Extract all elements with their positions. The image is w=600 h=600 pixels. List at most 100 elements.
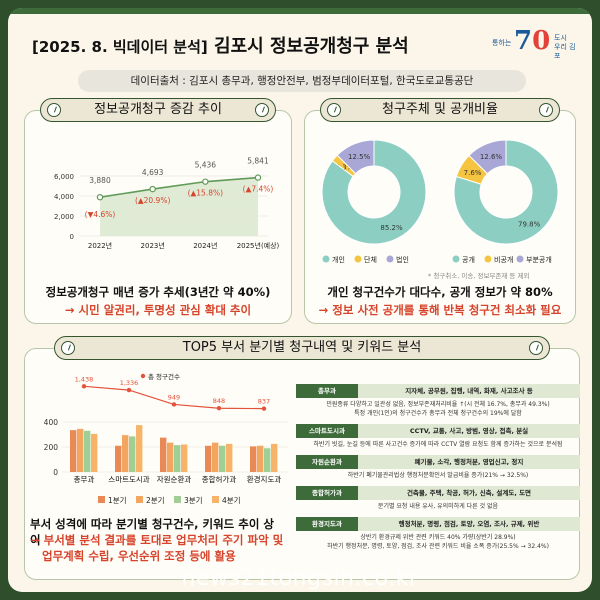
- legend-swatch: [322, 255, 330, 263]
- bar: [91, 433, 98, 472]
- description-line: 특정 개인(1인)의 청구건수가 총무과 전체 청구건수의 19%에 달함: [354, 410, 522, 417]
- title-tag: [2025. 8. 빅데이터 분석]: [32, 38, 208, 56]
- y-tick-label: 0: [70, 233, 74, 241]
- legend-swatch: [98, 496, 105, 503]
- trend-area: [100, 177, 258, 236]
- trend-line: [99, 176, 259, 198]
- quarterly-bar-chart: 0 200 400 총무과 스마트도시과 자원순환과 종합허가과 환경지도과 1,438 1,33…: [44, 372, 288, 505]
- trend-value-label: 5,436: [195, 161, 217, 170]
- trend-summary: 정보공개청구 매년 증가 추세(3년간 약 40%): [45, 285, 271, 299]
- x-tick-label: 2023년: [141, 241, 165, 250]
- bar: [129, 436, 136, 472]
- watermark: news21tongsin.co.kr: [181, 566, 419, 591]
- description-line: 분기별 요청 내용 유사, 유의미하게 다른 것 없음: [377, 503, 499, 510]
- donut-slice: [453, 139, 559, 245]
- legend-swatch: [516, 255, 524, 263]
- legend-swatch: [174, 496, 181, 503]
- dept-tag: 환경지도과: [296, 517, 358, 531]
- description-line: 하반기 행정처분, 명령, 토양, 점검, 조사 관련 키워드 비율 소폭 증가…: [327, 543, 549, 550]
- pin-icon: [255, 103, 269, 117]
- x-tick-label: 총무과: [74, 475, 95, 484]
- x-tick-label: 2024년: [193, 241, 217, 250]
- legend-label: 공개: [462, 255, 475, 264]
- legend-swatch: [386, 255, 394, 263]
- total-value-label: 949: [168, 393, 180, 401]
- trend-point: [254, 174, 262, 181]
- pin-icon: [327, 103, 341, 117]
- dept-keywords: 행정처분, 명령, 점검, 토양, 오염, 조사, 규제, 위반: [358, 517, 580, 531]
- y-tick-label: 400: [44, 418, 59, 427]
- legend-label: 3분기: [184, 496, 203, 505]
- legend-label: 4분기: [222, 496, 241, 505]
- top5-summary: 부서 성격에 따라 분기별 청구건수, 키워드 추이 상이: [30, 517, 274, 547]
- bar: [167, 442, 174, 472]
- x-tick-label: 2025년(예상): [237, 241, 280, 250]
- trend-point: [202, 178, 209, 185]
- donut-slice: [321, 139, 427, 245]
- requester-summary: 개인 청구건수가 대다수, 공개 정보가 약 80%: [327, 285, 553, 299]
- dept-keywords: 지자체, 공무원, 집행, 내역, 화재, 사고조사 등: [358, 384, 580, 398]
- legend-swatch: [136, 496, 143, 503]
- description-line: 민원종류 다양하고 일관성 없음, 정보부존재처리비율 ↑(시 전체 16.7%…: [326, 401, 550, 408]
- trend-panel-title: 정보공개청구 증감 추이: [40, 98, 276, 122]
- bar: [212, 442, 219, 472]
- donut-value-label: 85.2%: [380, 224, 403, 232]
- legend-swatch: [140, 373, 146, 379]
- total-point: [261, 406, 267, 411]
- infographic-frame: [2025. 8. 빅데이터 분석] 김포시 정보공개청구 분석 통하는 70 …: [8, 8, 592, 592]
- dept-keywords: CCTV, 교통, 사고, 방범, 영상, 접촉, 분실: [358, 424, 580, 438]
- page-title: [2025. 8. 빅데이터 분석] 김포시 정보공개청구 분석: [32, 32, 409, 58]
- y-tick-label: 200: [44, 443, 59, 452]
- bar: [257, 445, 264, 472]
- trend-value-label: 3,880: [89, 176, 111, 185]
- bar: [250, 446, 257, 472]
- trend-change-label: (▲20.9%): [135, 196, 171, 205]
- dept-description: 분기별 요청 내용 유사, 유의미하게 다른 것 없음: [296, 502, 580, 511]
- dept-tag: 총무과: [296, 384, 358, 398]
- logo-number: 70: [514, 26, 551, 56]
- donut-value-label: 2.3%: [336, 163, 354, 171]
- pin-icon: [61, 341, 75, 355]
- dept-description: 하반기 폐기물관리법상 행정처분확인서 발급비율 증가(21% → 32.5%): [296, 471, 580, 480]
- bar: [219, 445, 226, 472]
- bar: [122, 435, 129, 472]
- city-logo: 통하는 70 도시 우리 김포: [492, 26, 578, 60]
- dept-tag: 스마트도시과: [296, 424, 358, 438]
- donut-value-label: 12.5%: [348, 153, 371, 161]
- legend-label: 2분기: [146, 496, 165, 505]
- legend-swatch: [484, 255, 492, 263]
- bar: [115, 445, 122, 472]
- y-tick-label: 4,000: [54, 193, 74, 201]
- bar: [226, 443, 233, 472]
- trend-change-label: (▲7.4%): [243, 185, 274, 194]
- total-point: [126, 387, 132, 393]
- bar: [160, 437, 167, 472]
- legend-label: 부분공개: [526, 255, 552, 264]
- requester-takeaway: → 정보 사전 공개를 통해 반복 청구건 최소화 필요: [318, 303, 562, 317]
- dept-tag: 자원순환과: [296, 455, 358, 469]
- trend-value-label: 4,693: [142, 168, 164, 177]
- bar: [84, 430, 91, 472]
- dept-description: 하반기 빗길, 눈길 등에 따른 사고건수 증가에 따라 CCTV 열람 요청도…: [296, 440, 580, 449]
- pin-icon: [47, 103, 61, 117]
- legend-label: 비공개: [494, 255, 513, 264]
- top5-takeaway-2: 업무계획 수립, 우선순위 조정 등에 활용: [42, 549, 236, 563]
- bar: [174, 445, 181, 472]
- legend-label: 1분기: [108, 496, 127, 505]
- description-line: 하반기 빗길, 눈길 등에 따른 사고건수 증가에 따라 CCTV 열람 요청도…: [313, 441, 563, 448]
- trend-value-label: 5,841: [247, 157, 269, 166]
- bar: [136, 425, 143, 472]
- trend-point: [149, 185, 156, 193]
- donut-value-label: 79.8%: [518, 220, 541, 228]
- x-tick-label: 스마트도시과: [108, 475, 149, 484]
- legend-label: 총 청구건수: [148, 372, 180, 381]
- description-line: 하반기 폐기물관리법상 행정처분확인서 발급비율 증가(21% → 32.5%): [347, 472, 529, 479]
- trend-point: [96, 194, 104, 201]
- bar: [264, 448, 271, 472]
- total-value-label: 1,438: [75, 375, 94, 383]
- legend-label: 법인: [396, 255, 409, 264]
- donut-value-label: 7.6%: [464, 169, 482, 177]
- x-tick-label: 자원순환과: [157, 474, 192, 484]
- description-line: 상반기 환경규제 위반 관련 키워드 40% 가량(상반기 28.9%): [360, 534, 516, 541]
- pin-icon: [539, 103, 553, 117]
